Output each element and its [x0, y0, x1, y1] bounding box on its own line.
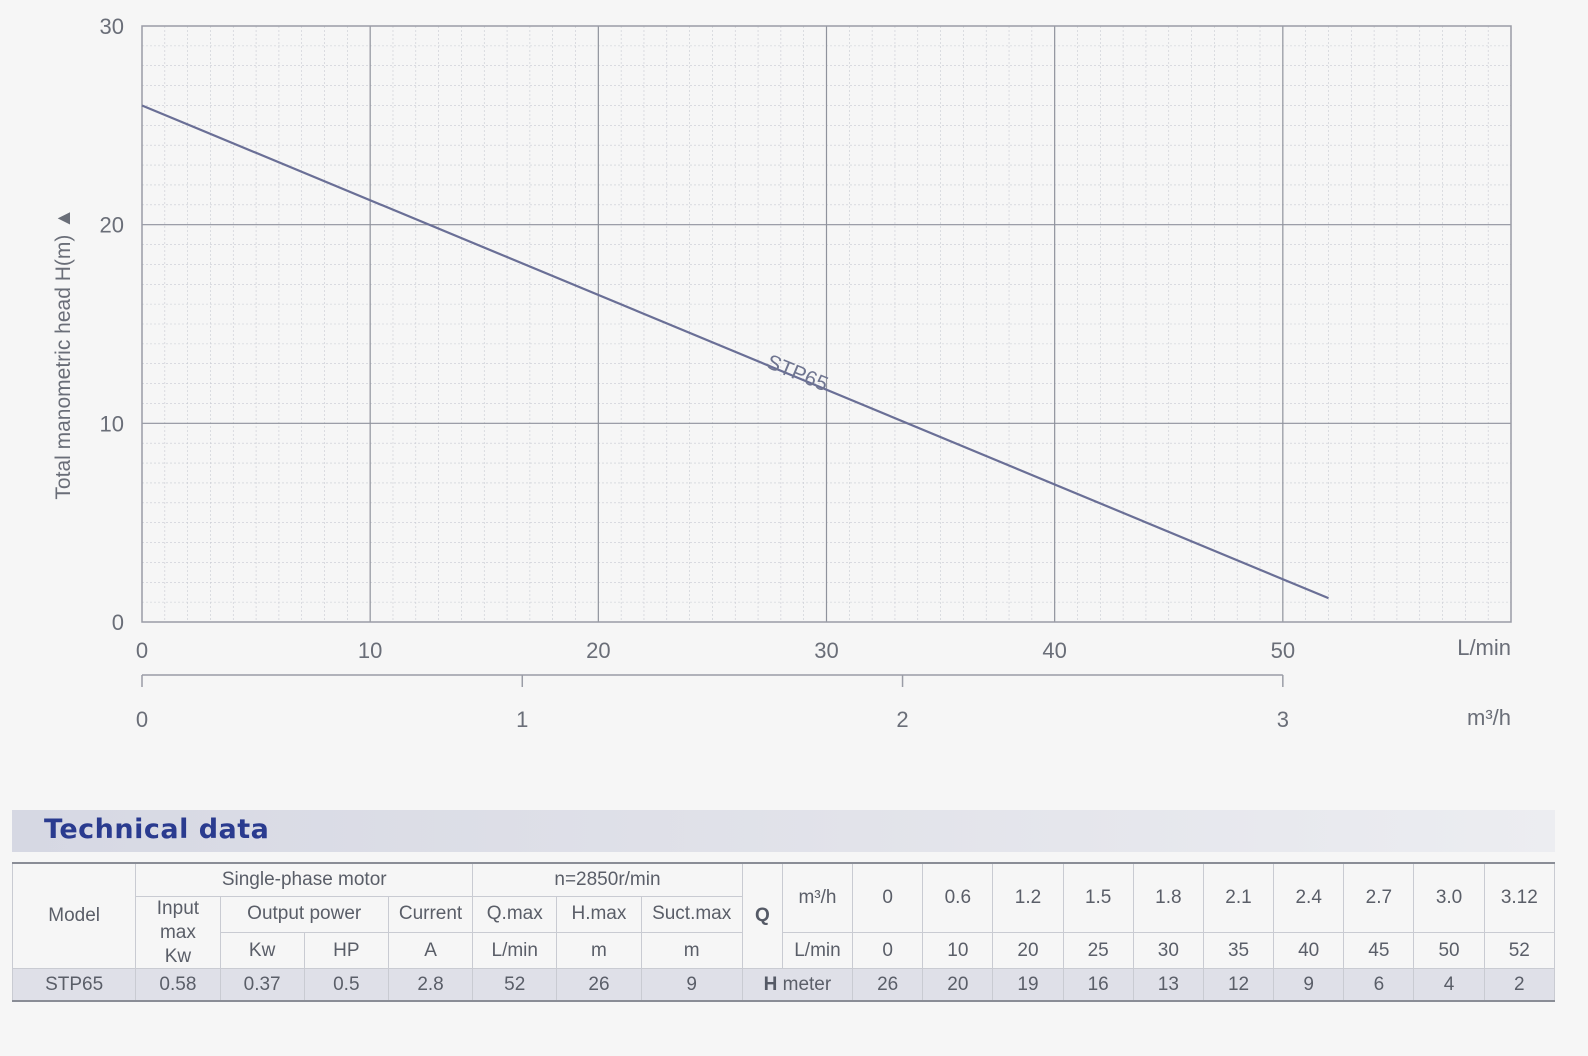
- header-output-power: Output power: [219, 896, 389, 933]
- header-qmax: Q.max: [472, 896, 558, 933]
- secondary-tick-label: 3: [1277, 707, 1289, 732]
- x-axis-label: L/min: [1457, 635, 1511, 660]
- header-hmax-unit: m: [556, 931, 642, 970]
- series-line-stp65: [141, 104, 1329, 600]
- x-tick-label: 50: [1271, 638, 1295, 663]
- technical-data-table: Model Single-phase motor n=2850r/min Q m…: [11, 861, 1556, 1003]
- y-tick-label: 30: [100, 14, 124, 39]
- q-m3h-cell: 0: [852, 861, 924, 933]
- h-value-cell: 26: [852, 968, 924, 1003]
- y-axis-ticks: 0 10 20 30: [100, 14, 124, 635]
- h-value-cell: 9: [1273, 968, 1345, 1003]
- q-m3h-cell: 2.7: [1343, 861, 1415, 933]
- plot-frame: [141, 25, 1512, 623]
- performance-chart: 0 10 20 30 0 10 20 30 40 50 L/min 0 1 2 3 m³/h Tota…: [52, 14, 1512, 732]
- header-suctmax-unit: m: [640, 931, 743, 970]
- q-lmin-cell: 25: [1062, 931, 1134, 970]
- major-grid: [142, 26, 1511, 622]
- header-current: Current: [387, 896, 474, 933]
- q-m3h-cell: 1.2: [992, 861, 1064, 933]
- q-lmin-cell: 50: [1413, 931, 1485, 970]
- secondary-tick-label: 2: [896, 707, 908, 732]
- h-value-cell: 16: [1062, 968, 1134, 1003]
- header-output-hp: HP: [303, 931, 389, 970]
- q-lmin-cell: 0: [852, 931, 924, 970]
- technical-data-banner: Technical data: [12, 810, 1555, 852]
- row-qmax: 52: [472, 968, 558, 1003]
- technical-data-table-wrap: Model Single-phase motor n=2850r/min Q m…: [11, 861, 1556, 1003]
- h-value-cell: 12: [1202, 968, 1275, 1003]
- header-qmax-unit: L/min: [472, 931, 558, 970]
- q-m3h-cell: 1.5: [1062, 861, 1134, 933]
- secondary-x-axis-label: m³/h: [1467, 705, 1511, 730]
- header-input-line2: max: [159, 921, 196, 943]
- header-q: Q: [741, 862, 783, 970]
- row-output-hp: 0.5: [303, 968, 389, 1003]
- y-tick-label: 0: [112, 610, 124, 635]
- header-hmax: H.max: [556, 896, 642, 933]
- row-input-kw: 0.58: [135, 968, 221, 1003]
- row-suctmax: 9: [640, 968, 743, 1003]
- h-unit-label: meter: [777, 973, 832, 995]
- x-tick-label: 30: [814, 638, 838, 663]
- q-m3h-cell: 0.6: [922, 861, 994, 933]
- q-lmin-cell: 52: [1483, 931, 1556, 970]
- q-lmin-cell: 10: [922, 931, 994, 970]
- secondary-x-axis-ticks: 0 1 2 3: [136, 675, 1289, 732]
- q-m3h-cell: 2.4: [1273, 861, 1345, 933]
- header-single-phase-motor: Single-phase motor: [135, 862, 474, 897]
- x-tick-label: 0: [136, 638, 148, 663]
- h-value-cell: 4: [1413, 968, 1485, 1003]
- x-tick-label: 40: [1042, 638, 1066, 663]
- x-axis-ticks: 0 10 20 30 40 50: [136, 638, 1295, 663]
- header-q-lmin: L/min: [781, 931, 854, 970]
- technical-data-title: Technical data: [44, 814, 270, 845]
- header-model: Model: [11, 862, 137, 970]
- header-input-line3: Kw: [164, 945, 192, 967]
- x-tick-label: 10: [358, 638, 382, 663]
- q-m3h-cell: 3.12: [1483, 861, 1556, 933]
- row-model: STP65: [11, 968, 137, 1003]
- x-tick-label: 20: [586, 638, 610, 663]
- y-axis-title: Total manometric head H(m) ▲: [52, 208, 75, 500]
- q-m3h-cell: 3.0: [1413, 861, 1485, 933]
- q-lmin-cell: 35: [1202, 931, 1275, 970]
- header-input-max: Input max Kw: [135, 895, 221, 970]
- header-suctmax: Suct.max: [640, 896, 743, 933]
- series-label-stp65: STP65: [763, 350, 831, 396]
- q-m3h-cell: 2.1: [1202, 861, 1275, 933]
- q-lmin-cell: 40: [1273, 931, 1345, 970]
- q-lmin-cell: 20: [992, 931, 1064, 970]
- q-lmin-cell: 30: [1132, 931, 1204, 970]
- h-value-cell: 19: [992, 968, 1064, 1003]
- h-value-cell: 6: [1343, 968, 1415, 1003]
- q-m3h-cell: 1.8: [1132, 861, 1204, 933]
- header-q-m3h: m³/h: [781, 861, 854, 933]
- secondary-tick-label: 0: [136, 707, 148, 732]
- h-value-cell: 20: [922, 968, 994, 1003]
- header-current-unit: A: [387, 931, 474, 970]
- q-lmin-cell: 45: [1343, 931, 1415, 970]
- row-current: 2.8: [387, 968, 474, 1003]
- secondary-tick-label: 1: [516, 707, 528, 732]
- h-value-cell: 13: [1132, 968, 1204, 1003]
- y-tick-label: 20: [100, 213, 124, 238]
- header-speed: n=2850r/min: [472, 862, 743, 897]
- h-value-cell: 2: [1483, 968, 1556, 1003]
- y-tick-label: 10: [100, 411, 124, 436]
- row-hmax: 26: [556, 968, 642, 1003]
- row-h-meter-label: H meter: [741, 968, 854, 1003]
- row-output-kw: 0.37: [219, 968, 305, 1003]
- header-output-kw: Kw: [219, 931, 305, 970]
- h-bold-label: H: [763, 973, 778, 995]
- header-input-line1: Input: [156, 898, 200, 919]
